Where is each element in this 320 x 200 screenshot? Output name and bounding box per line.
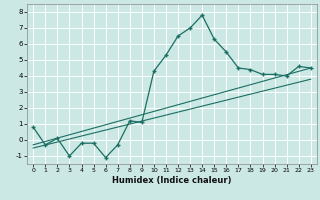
X-axis label: Humidex (Indice chaleur): Humidex (Indice chaleur) <box>112 176 232 185</box>
